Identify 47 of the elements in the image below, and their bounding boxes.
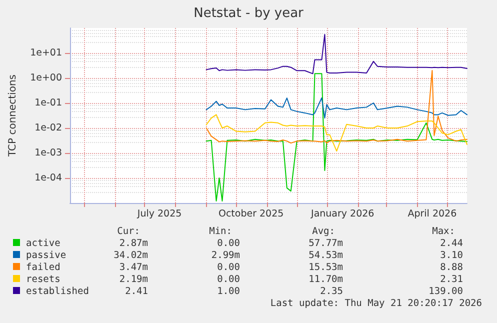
text: 0.00 — [217, 238, 240, 249]
legend-label: passive — [25, 250, 66, 261]
y-tick-label: 1e-04 — [34, 172, 62, 184]
x-tick-label: January 2026 — [310, 208, 374, 220]
text: 2.44 — [440, 238, 463, 249]
text: 2.41 — [125, 286, 148, 297]
text: 15.53m — [308, 262, 343, 273]
text: 2.35 — [320, 286, 343, 297]
text: 57.77m — [308, 238, 343, 249]
line-series — [206, 70, 468, 144]
text: 2.87m — [119, 238, 148, 249]
text: 2.31 — [440, 274, 463, 285]
text: Cur: — [117, 226, 140, 237]
text: 139.00 — [428, 286, 463, 297]
legend-label: failed — [25, 262, 60, 273]
x-tick-label: April 2026 — [408, 208, 457, 220]
x-tick-label: October 2025 — [218, 208, 284, 220]
text: 1.00 — [217, 286, 240, 297]
y-tick-label: 1e-01 — [34, 98, 62, 108]
text: 3.47m — [119, 262, 148, 273]
text: 0.00 — [217, 262, 240, 273]
line-series — [206, 97, 468, 119]
legend-label: resets — [25, 274, 60, 285]
text: 2.19m — [119, 274, 148, 285]
x-tick-label: July 2025 — [136, 208, 182, 220]
y-tick-label: 1e+00 — [30, 72, 62, 84]
text: 3.10 — [440, 250, 463, 261]
y-axis-title: TCP connections — [8, 74, 18, 158]
text: 54.53m — [308, 250, 343, 261]
line-series — [206, 114, 468, 152]
text: Max: — [432, 226, 455, 237]
y-tick-label: 1e-03 — [34, 148, 62, 158]
text: Last update: Thu May 21 20:20:17 2026 — [270, 298, 482, 309]
chart-title: Netstat - by year — [194, 6, 304, 21]
text: 2.99m — [211, 250, 240, 261]
text: 0.00 — [217, 274, 240, 285]
legend-label: active — [25, 238, 60, 249]
text: Min: — [209, 226, 232, 237]
text: Avg: — [312, 226, 335, 237]
line-series — [206, 73, 468, 202]
line-series — [206, 34, 468, 74]
text: 8.88 — [440, 262, 463, 273]
legend-label: established — [25, 286, 89, 297]
y-tick-label: 1e-02 — [34, 122, 62, 134]
text: 11.70m — [308, 274, 343, 285]
text: 34.02m — [114, 250, 148, 261]
y-tick-label: 1e+01 — [30, 48, 62, 58]
